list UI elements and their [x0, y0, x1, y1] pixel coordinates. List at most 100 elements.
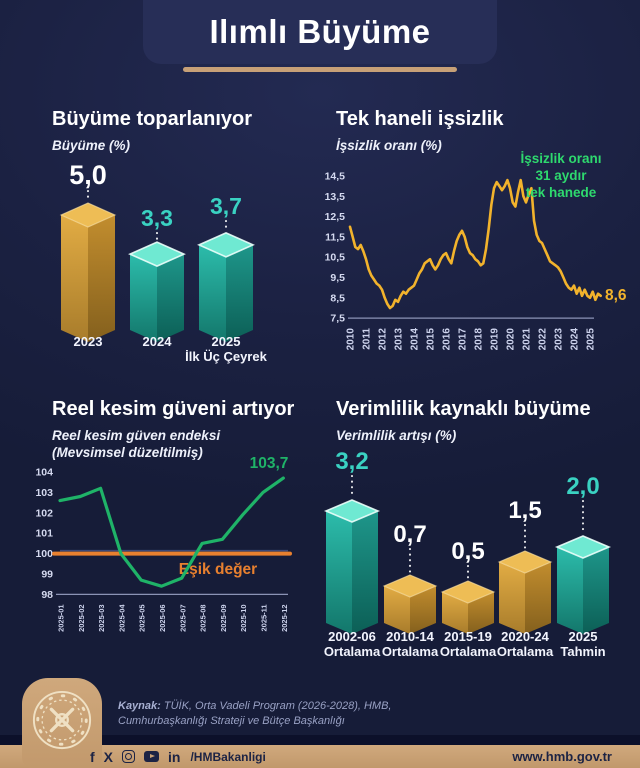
- ministry-badge: [22, 678, 102, 768]
- y-axis-tick: 12,5: [325, 211, 346, 223]
- x-axis-tick: 2015: [426, 328, 437, 351]
- x-axis-tick: 2025-09: [219, 604, 228, 632]
- facebook-icon[interactable]: f: [90, 748, 95, 765]
- bar-top: [497, 550, 553, 574]
- y-axis-tick: 9,5: [330, 272, 345, 284]
- x-axis-tick: 2025-10: [239, 604, 248, 632]
- x-axis-tick: 2025-01: [57, 604, 66, 632]
- bar-face: [61, 215, 88, 342]
- youtube-icon[interactable]: [144, 751, 160, 762]
- productivity-panel-subtitle: Verimlilik artışı (%): [336, 428, 457, 443]
- bar-top: [323, 499, 381, 523]
- linkedin-icon[interactable]: in: [168, 748, 181, 765]
- confidence-subtitle-line1: Reel kesim güven endeksi: [52, 428, 221, 443]
- source-line2: Cumhurbaşkanlığı Strateji ve Bütçe Başka…: [118, 715, 345, 727]
- bar-value-label: 0,5: [451, 538, 484, 565]
- x-axis-tick: 2011: [362, 328, 373, 350]
- confidence-line-chart: 104 103 102 101 100 99 98 2025-01 2025-02 2025-03…: [35, 455, 292, 632]
- bar-value-label: 3,3: [141, 205, 173, 231]
- annotation-line2: 31 aydır: [535, 168, 587, 183]
- x-axis-tick: 2012: [378, 328, 389, 351]
- y-axis-tick: 10,5: [325, 252, 346, 264]
- y-axis-tick: 14,5: [325, 171, 346, 183]
- website-link[interactable]: www.hmb.gov.tr: [512, 749, 612, 764]
- annotation-line3: tek hanede: [525, 185, 597, 200]
- confidence-panel-title: Reel kesim güveni artıyor: [52, 398, 294, 421]
- bar-face: [352, 511, 378, 634]
- data-line-above: [58, 486, 198, 588]
- instagram-icon[interactable]: [122, 750, 136, 763]
- productivity-title-bold: büyüme: [513, 398, 591, 420]
- bar-face: [442, 592, 468, 634]
- bar-value-label: 2,0: [566, 473, 599, 500]
- bar-category-label: 2015-19 Ortalama: [440, 629, 497, 659]
- confidence-subtitle-line2: (Mevsimsel düzeltilmiş): [52, 445, 203, 460]
- x-axis-tick: 2025-11: [260, 604, 269, 631]
- x-axis-tick: 2025-05: [138, 604, 147, 632]
- x-axis-tick: 2020: [506, 328, 517, 351]
- threshold-label: Eşik değer: [179, 561, 257, 578]
- bar-category-label: 2002-06 Ortalama: [324, 629, 381, 659]
- bar-face: [199, 244, 226, 342]
- data-line-above: [194, 476, 285, 556]
- page-title: Ilımlı Büyüme: [209, 13, 431, 50]
- y-axis-tick: 8,5: [330, 292, 345, 304]
- productivity-panel-title: Verimlilik kaynaklı büyüme: [336, 398, 591, 421]
- social-links: f X in /HMBakanligi: [90, 745, 266, 768]
- bar-face: [226, 244, 253, 342]
- bar-face: [410, 586, 436, 634]
- end-value-label: 103,7: [250, 455, 289, 472]
- social-handle[interactable]: /HMBakanligi: [190, 749, 266, 764]
- x-axis-tick: 2017: [458, 328, 469, 351]
- unemployment-panel-subtitle: İşsizlik oranı (%): [336, 138, 442, 153]
- y-axis-tick: 100: [35, 548, 53, 560]
- bar-top: [59, 202, 117, 228]
- bar-category-label: 2025 İlk Üç Çeyrek: [185, 334, 267, 364]
- bar-value-label: 5,0: [69, 160, 107, 190]
- bar-category-label: 2010-14 Ortalama: [382, 629, 439, 659]
- x-axis-tick: 2025-06: [158, 604, 167, 632]
- x-axis-tick: 2025-04: [117, 604, 126, 632]
- productivity-bar-chart: 3,2 2002-06 Ortalama 0,7 2010-14 Ortalama 0,5 2…: [323, 448, 612, 659]
- bar-face: [384, 586, 410, 634]
- bar-face: [499, 562, 525, 634]
- x-axis-tick: 2021: [522, 328, 533, 351]
- bar-value-label: 3,2: [335, 448, 368, 475]
- data-line: [348, 178, 603, 310]
- growth-title-bold: toparlanıyor: [136, 108, 253, 130]
- header-plate: Ilımlı Büyüme: [143, 0, 497, 64]
- x-axis-tick: 2025-02: [77, 604, 86, 632]
- bar-face: [557, 547, 583, 634]
- x-axis-tick: 2025-12: [280, 604, 289, 632]
- bar-face: [88, 215, 115, 342]
- bar-value-label: 0,7: [393, 521, 426, 548]
- bar-category-label: 2024: [143, 334, 173, 349]
- bar-top: [128, 241, 186, 267]
- x-axis-tick: 2023: [554, 328, 565, 351]
- bar-top: [197, 232, 255, 258]
- footer-stripe: [0, 735, 640, 745]
- growth-title-regular: Büyüme: [52, 108, 137, 130]
- productivity-title-regular: Verimlilik kaynaklı: [336, 398, 514, 420]
- bar-face: [130, 254, 157, 342]
- y-axis-tick: 7,5: [330, 313, 345, 325]
- annotation-line1: İşsizlik oranı: [520, 151, 602, 166]
- x-axis-tick: 2022: [538, 328, 549, 351]
- confidence-title-regular: Reel kesim güveni: [52, 398, 233, 420]
- x-icon[interactable]: X: [103, 748, 114, 765]
- bar-top: [440, 580, 496, 604]
- bar-face: [525, 562, 551, 634]
- y-axis-tick: 99: [41, 569, 53, 581]
- bar-face: [326, 511, 352, 634]
- source-note: Kaynak: TÜİK, Orta Vadeli Program (2026-…: [118, 699, 391, 729]
- confidence-title-bold: artıyor: [232, 398, 295, 420]
- y-axis-tick: 98: [41, 589, 53, 601]
- bar-top: [382, 574, 438, 598]
- y-axis-tick: 101: [35, 528, 53, 540]
- unemployment-annotation: İşsizlik oranı 31 aydır tek hanede: [482, 150, 640, 201]
- y-axis-tick: 102: [35, 507, 53, 519]
- x-axis-tick: 2025: [586, 328, 597, 351]
- growth-panel-subtitle: Büyüme (%): [52, 138, 131, 153]
